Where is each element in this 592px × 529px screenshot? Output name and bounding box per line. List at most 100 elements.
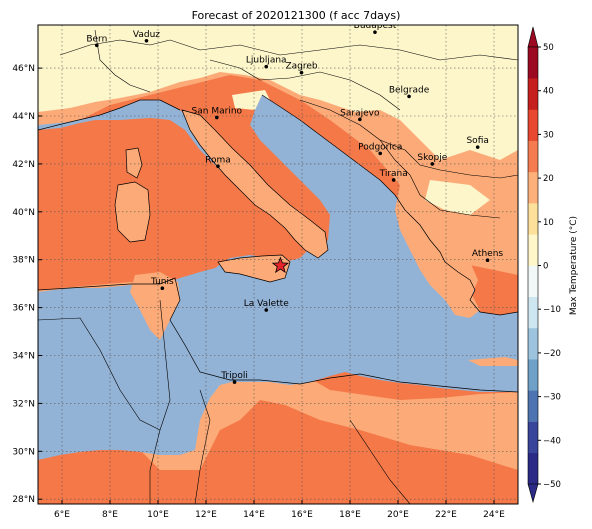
colorbar-segment [528, 47, 538, 79]
lat-tick-label: 28°N [12, 495, 35, 505]
city-dot [299, 70, 304, 75]
lon-tick-label: 16°E [291, 510, 313, 520]
greece-region [395, 185, 480, 318]
sardinia [115, 182, 150, 242]
lon-tick-label: 24°E [483, 510, 505, 520]
cool-land-region [38, 25, 518, 160]
lat-tick-label: 30°N [12, 447, 35, 457]
colorbar-tick-label: 10 [543, 218, 554, 228]
city-label: Belgrade [389, 85, 430, 95]
colorbar-segment [528, 327, 538, 360]
city-label: San Marino [192, 106, 243, 116]
city-label: Athens [472, 249, 503, 259]
lat-tick-label: 40°N [12, 208, 35, 218]
colorbar-extend-min [527, 483, 539, 504]
city-label: La Valette [244, 299, 289, 309]
city-dot [373, 30, 377, 34]
city-dot [391, 178, 396, 182]
lon-tick-label: 22°E [435, 510, 457, 520]
lon-tick-label: 8°E [102, 510, 118, 520]
crete [468, 357, 518, 366]
tunisia-coast [130, 272, 180, 340]
lat-tick-label: 34°N [12, 352, 35, 362]
map-frame [37, 24, 519, 505]
city-dot [215, 115, 219, 120]
city-label: Tunis [150, 277, 174, 287]
map-title: Forecast of 2020121300 (f acc 7days) [192, 9, 401, 22]
city-dot [95, 43, 99, 48]
city-label: Tripoli [220, 371, 248, 381]
lat-tick-label: 44°N [12, 112, 35, 122]
city-label: Skopje [417, 153, 447, 163]
city-label: Roma [205, 155, 231, 165]
city-label: Sarajevo [340, 108, 380, 118]
colorbar-segment [528, 421, 538, 454]
colorbar-tick-label: −20 [543, 349, 561, 359]
sicily [218, 255, 290, 282]
city-dot [160, 286, 165, 291]
city-label: Vaduz [133, 30, 160, 40]
lat-tick-label: 46°N [12, 64, 35, 74]
lat-tick-label: 42°N [12, 160, 35, 170]
lon-tick-label: 12°E [195, 510, 217, 520]
colorbar-tick-label: −50 [543, 480, 561, 490]
colorbar-tick-label: 20 [543, 174, 554, 184]
cool-land-region-balkans [425, 180, 490, 215]
lat-tick-label: 32°N [12, 399, 35, 409]
colorbar-tick-label: −10 [543, 305, 561, 315]
colorbar: −50 −40 −30 −20 −10 0 10 20 30 40 50 Max Temperatur… [527, 26, 579, 504]
city-label: Bern [86, 34, 107, 44]
city-dot [358, 117, 362, 122]
colorbar-segment [528, 265, 538, 298]
city-dot [216, 164, 220, 169]
city-dot [430, 162, 435, 166]
city-dot [264, 308, 269, 312]
lat-tick-label: 36°N [12, 304, 35, 314]
lon-tick-label: 20°E [387, 510, 409, 520]
lon-tick-label: 6°E [54, 510, 70, 520]
city-label: Podgorica [358, 142, 402, 152]
colorbar-tick-label: 0 [543, 262, 548, 272]
city-label: Tirana [379, 169, 408, 179]
city-dot [485, 258, 490, 262]
corsica [126, 148, 142, 178]
city-label: Budapest [354, 21, 397, 31]
colorbar-tick-label: 30 [543, 130, 554, 140]
colorbar-segment [528, 234, 538, 266]
colorbar-segment [528, 296, 538, 329]
colorbar-segment [528, 359, 538, 391]
italy-peninsula [182, 110, 328, 258]
colorbar-segment [528, 78, 538, 110]
colorbar-segment [528, 140, 538, 173]
colorbar-segment [528, 171, 538, 204]
colorbar-segment [528, 109, 538, 141]
colorbar-segment [528, 203, 538, 235]
colorbar-tick-label: −40 [543, 436, 561, 446]
city-label: Ljubljana [246, 56, 287, 66]
city-label: Zagreb [285, 62, 317, 72]
colorbar-segment [528, 452, 538, 485]
graticule [38, 25, 518, 504]
colorbar-tick-label: −30 [543, 393, 561, 403]
axis-ticks: 6°E 8°E 10°E 12°E 14°E 16°E 18°E 20°E 22°E 24°E 46… [12, 64, 505, 520]
lon-tick-label: 18°E [339, 510, 361, 520]
location-marker[interactable] [271, 256, 290, 274]
star-icon[interactable] [271, 256, 290, 274]
city-dot [475, 145, 480, 149]
city-label: Sofia [466, 136, 488, 146]
city-dot [378, 151, 383, 156]
lon-tick-label: 10°E [147, 510, 169, 520]
city-dot [232, 380, 237, 384]
city-dot [144, 39, 149, 43]
lon-tick-label: 14°E [243, 510, 265, 520]
colorbar-extend-max [527, 26, 539, 48]
colorbar-tick-label: 50 [543, 43, 554, 53]
city-dot [407, 94, 411, 99]
colorbar-segment [528, 390, 538, 422]
city-dot [264, 64, 269, 69]
colorbar-tick-label: 40 [543, 87, 554, 97]
lat-tick-label: 38°N [12, 256, 35, 266]
